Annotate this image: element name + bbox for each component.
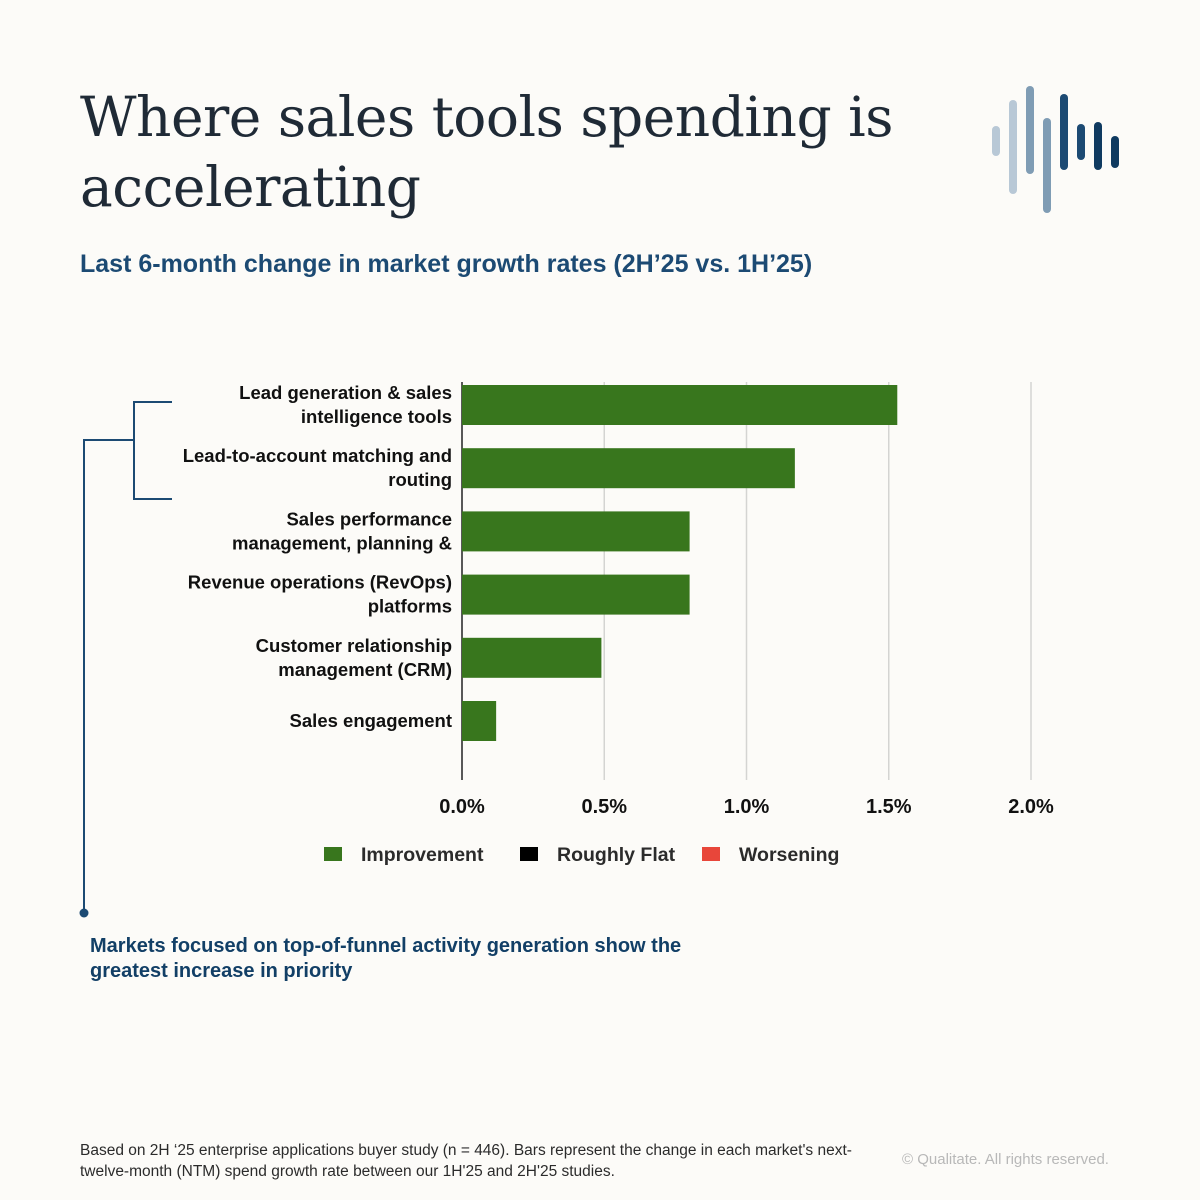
x-tick-label: 0.5% <box>581 796 627 818</box>
bar <box>462 385 898 425</box>
bar-chart: Lead generation & sales intelligence tool… <box>79 382 1054 918</box>
footnote: Based on 2H ‘25 enterprise applications … <box>80 1142 852 1180</box>
legend-item: Improvement <box>324 844 484 866</box>
category-label: Customer relationship <box>256 635 452 656</box>
category-label: management, planning & <box>232 532 452 553</box>
category-label: Sales performance <box>286 508 452 529</box>
callout-annotation: Markets focused on top-of-funnel activit… <box>90 935 682 982</box>
bar <box>462 574 690 615</box>
bar <box>462 448 795 489</box>
bar <box>462 637 602 678</box>
category-label: Lead generation & sales <box>239 382 452 403</box>
copyright: © Qualitate. All rights reserved. <box>902 1151 1109 1168</box>
legend-item: Roughly Flat <box>520 844 676 866</box>
bar-waveform-logo-icon <box>992 86 1119 213</box>
x-tick-label: 0.0% <box>439 796 485 818</box>
chart-subtitle: Last 6-month change in market growth rat… <box>80 250 813 278</box>
x-tick-label: 1.0% <box>724 796 770 818</box>
callout-bracket <box>83 401 172 912</box>
category-label: Sales engagement <box>290 710 452 731</box>
category-label: intelligence tools <box>301 406 452 427</box>
category-label: platforms <box>368 596 452 617</box>
category-label: management (CRM) <box>278 659 452 680</box>
legend-item: Worsening <box>702 844 839 866</box>
bar <box>462 701 497 741</box>
page-title: Where sales tools spending is accelerati… <box>80 85 893 219</box>
legend-swatch <box>520 847 538 861</box>
category-label: Lead-to-account matching and <box>183 445 452 466</box>
legend-label: Improvement <box>361 844 484 866</box>
category-label: routing <box>388 469 452 490</box>
category-label: Revenue operations (RevOps) <box>188 572 452 593</box>
callout-dot <box>79 908 89 918</box>
legend-label: Worsening <box>739 844 839 866</box>
x-tick-label: 1.5% <box>866 796 912 818</box>
legend-swatch <box>702 847 720 861</box>
legend-swatch <box>324 847 342 861</box>
x-tick-label: 2.0% <box>1008 796 1054 818</box>
bar <box>462 511 690 552</box>
legend-label: Roughly Flat <box>557 844 676 866</box>
